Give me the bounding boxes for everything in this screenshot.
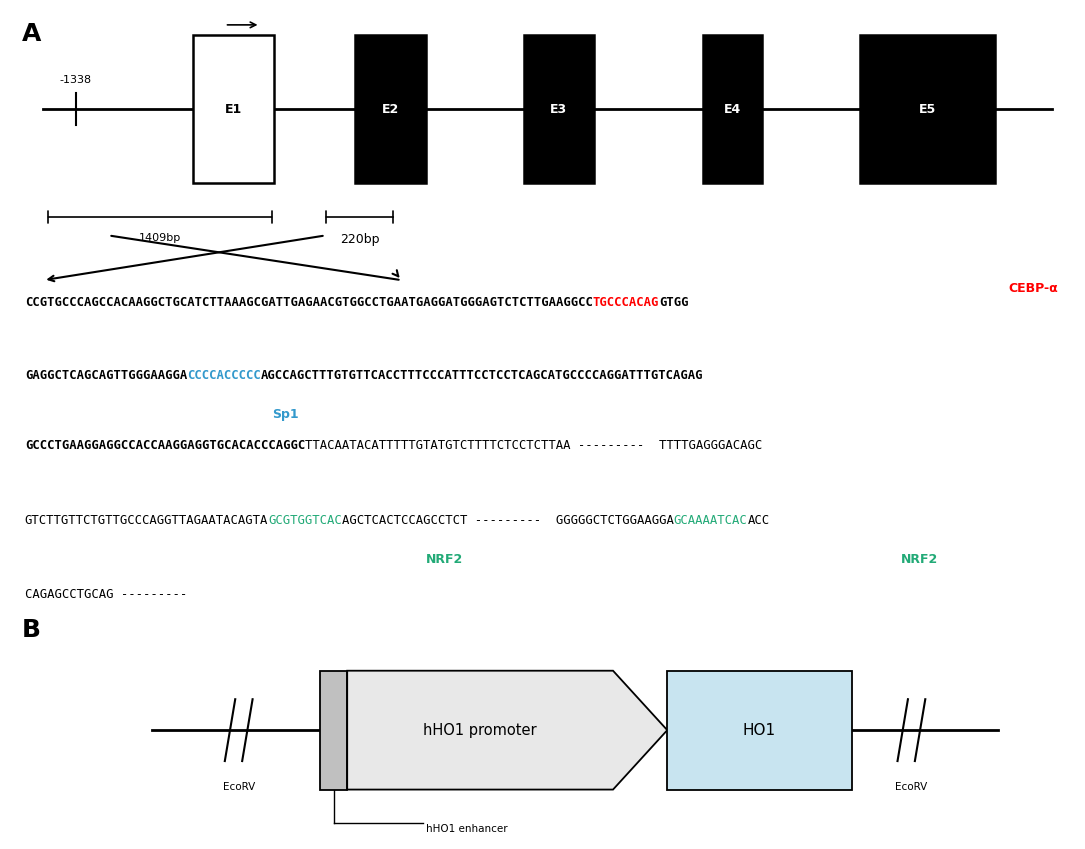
Text: GCCCTGAAGGAGGCCACCAAGGAGGTGCACACCCAGGC: GCCCTGAAGGAGGCCACCAAGGAGGTGCACACCCAGGC [25,439,305,452]
Text: ACC: ACC [748,514,769,526]
Text: 220bp: 220bp [340,233,380,246]
Text: AGCTCACTCCAGCCTCT ---------  GGGGGCTCTGGAAGGA: AGCTCACTCCAGCCTCT --------- GGGGGCTCTGGA… [342,514,674,526]
Text: E4: E4 [724,103,741,115]
Text: Sp1: Sp1 [272,408,298,421]
Text: GTCTTGTTCTGTTGCCCAGGTTAGAATACAGTA: GTCTTGTTCTGTTGCCCAGGTTAGAATACAGTA [25,514,268,526]
Bar [193,36,273,183]
Polygon shape [347,671,667,790]
Text: CAGAGCCTGCAG ---------: CAGAGCCTGCAG --------- [25,588,187,601]
Bar [356,36,426,183]
Text: TTACAATACATTTTTGTATGTCTTTTCTCCTCTTAA ---------  TTTTGAGGGACAGC: TTACAATACATTTTTGTATGTCTTTTCTCCTCTTAA ---… [305,439,763,452]
Text: E3: E3 [550,103,567,115]
Text: GAGGCTCAGCAGTTGGGAAGGA: GAGGCTCAGCAGTTGGGAAGGA [25,369,187,382]
Text: NRF2: NRF2 [901,553,939,565]
Text: CCCCACCCCC: CCCCACCCCC [187,369,260,382]
Text: E2: E2 [382,103,399,115]
Text: CEBP-α: CEBP-α [1008,282,1058,295]
Text: TGCCCACAG: TGCCCACAG [592,296,659,309]
Text: GCAAAATCAC: GCAAAATCAC [674,514,748,526]
Bar [524,36,595,183]
Text: NRF2: NRF2 [426,553,463,565]
Text: CCGTGCCCAGCCACAAGGCTGCATCTTAAAGCGATTGAGAACGTGGCCTGAATGAGGATGGGAGTCTCTTGAAGGCC: CCGTGCCCAGCCACAAGGCTGCATCTTAAAGCGATTGAGA… [25,296,592,309]
Text: hHO1 promoter: hHO1 promoter [423,722,537,738]
Text: E5: E5 [919,103,936,115]
Text: HO1: HO1 [743,722,776,738]
Text: GTGG: GTGG [659,296,689,309]
Text: B: B [22,618,41,643]
Text: hHO1 enhancer: hHO1 enhancer [426,824,508,834]
Bar [320,671,347,790]
Bar [703,36,763,183]
Text: A: A [22,22,41,46]
Text: -1338: -1338 [60,76,92,86]
Text: AGCCAGCTTTGTGTTCACCTTTCCCATTTCCTCCTCAGCATGCCCCAGGATTTGTCAGAG: AGCCAGCTTTGTGTTCACCTTTCCCATTTCCTCCTCAGCA… [260,369,703,382]
Text: E1: E1 [225,103,242,115]
Text: 1409bp: 1409bp [139,233,181,243]
Text: EcoRV: EcoRV [222,783,255,792]
Bar [667,671,852,790]
Text: GCGTGGTCAC: GCGTGGTCAC [268,514,342,526]
Text: GAGGCTCAGCAGTTGGGAAGGA: GAGGCTCAGCAGTTGGGAAGGA [25,369,187,382]
Bar [859,36,996,183]
Text: EcoRV: EcoRV [895,783,928,792]
